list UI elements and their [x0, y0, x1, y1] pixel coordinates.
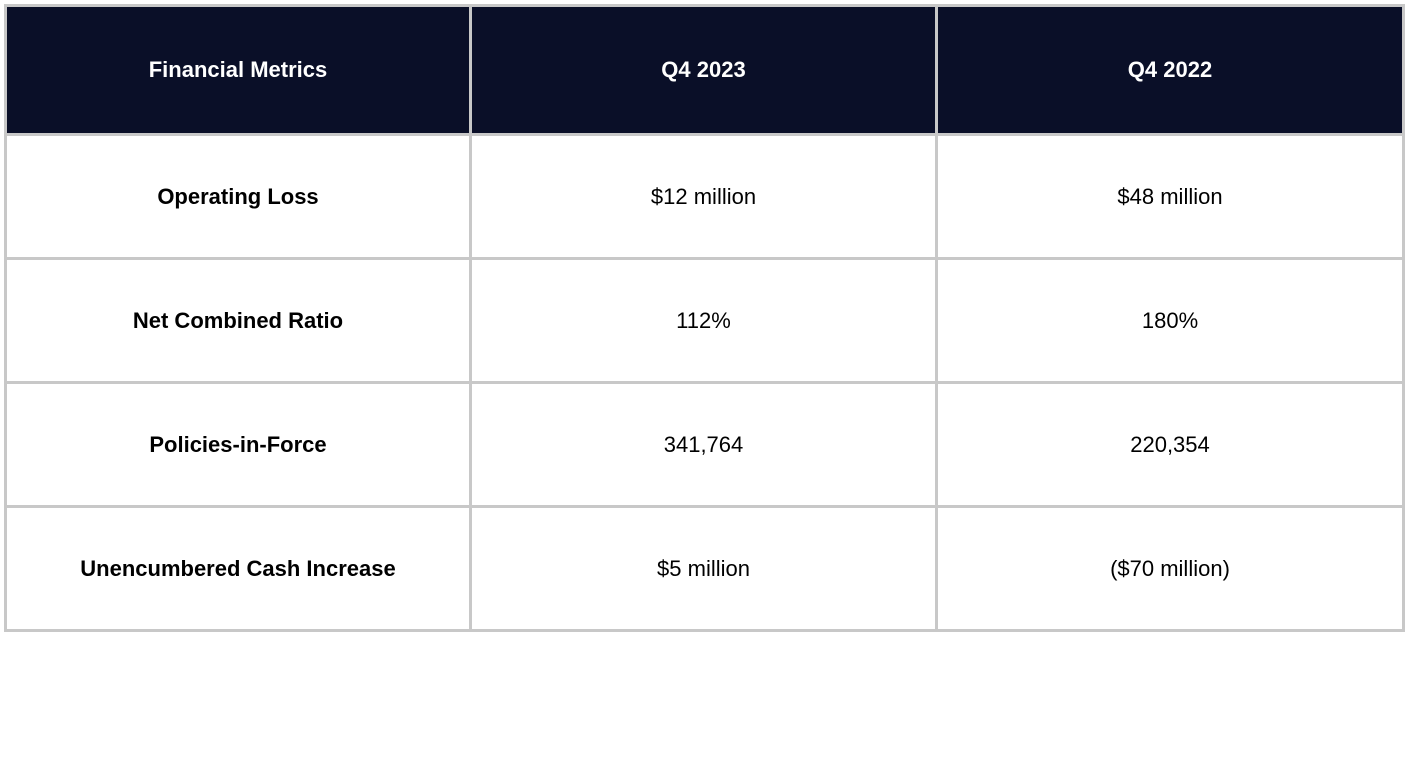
table-row: Unencumbered Cash Increase $5 million ($… — [4, 505, 1405, 632]
column-header-financial-metrics: Financial Metrics — [4, 4, 472, 136]
row-label-net-combined-ratio: Net Combined Ratio — [4, 257, 472, 384]
cell-q4-2022-unencumbered-cash-increase: ($70 million) — [935, 505, 1405, 632]
cell-q4-2022-operating-loss: $48 million — [935, 133, 1405, 260]
row-label-unencumbered-cash-increase: Unencumbered Cash Increase — [4, 505, 472, 632]
table-header-row: Financial Metrics Q4 2023 Q4 2022 — [4, 4, 1405, 136]
table-row: Net Combined Ratio 112% 180% — [4, 257, 1405, 384]
cell-q4-2022-net-combined-ratio: 180% — [935, 257, 1405, 384]
cell-q4-2023-operating-loss: $12 million — [469, 133, 938, 260]
cell-q4-2022-policies-in-force: 220,354 — [935, 381, 1405, 508]
table-row: Operating Loss $12 million $48 million — [4, 133, 1405, 260]
row-label-policies-in-force: Policies-in-Force — [4, 381, 472, 508]
cell-q4-2023-policies-in-force: 341,764 — [469, 381, 938, 508]
table-row: Policies-in-Force 341,764 220,354 — [4, 381, 1405, 508]
financial-metrics-table: Financial Metrics Q4 2023 Q4 2022 Operat… — [4, 4, 1405, 632]
row-label-operating-loss: Operating Loss — [4, 133, 472, 260]
cell-q4-2023-net-combined-ratio: 112% — [469, 257, 938, 384]
cell-q4-2023-unencumbered-cash-increase: $5 million — [469, 505, 938, 632]
column-header-q4-2022: Q4 2022 — [935, 4, 1405, 136]
column-header-q4-2023: Q4 2023 — [469, 4, 938, 136]
